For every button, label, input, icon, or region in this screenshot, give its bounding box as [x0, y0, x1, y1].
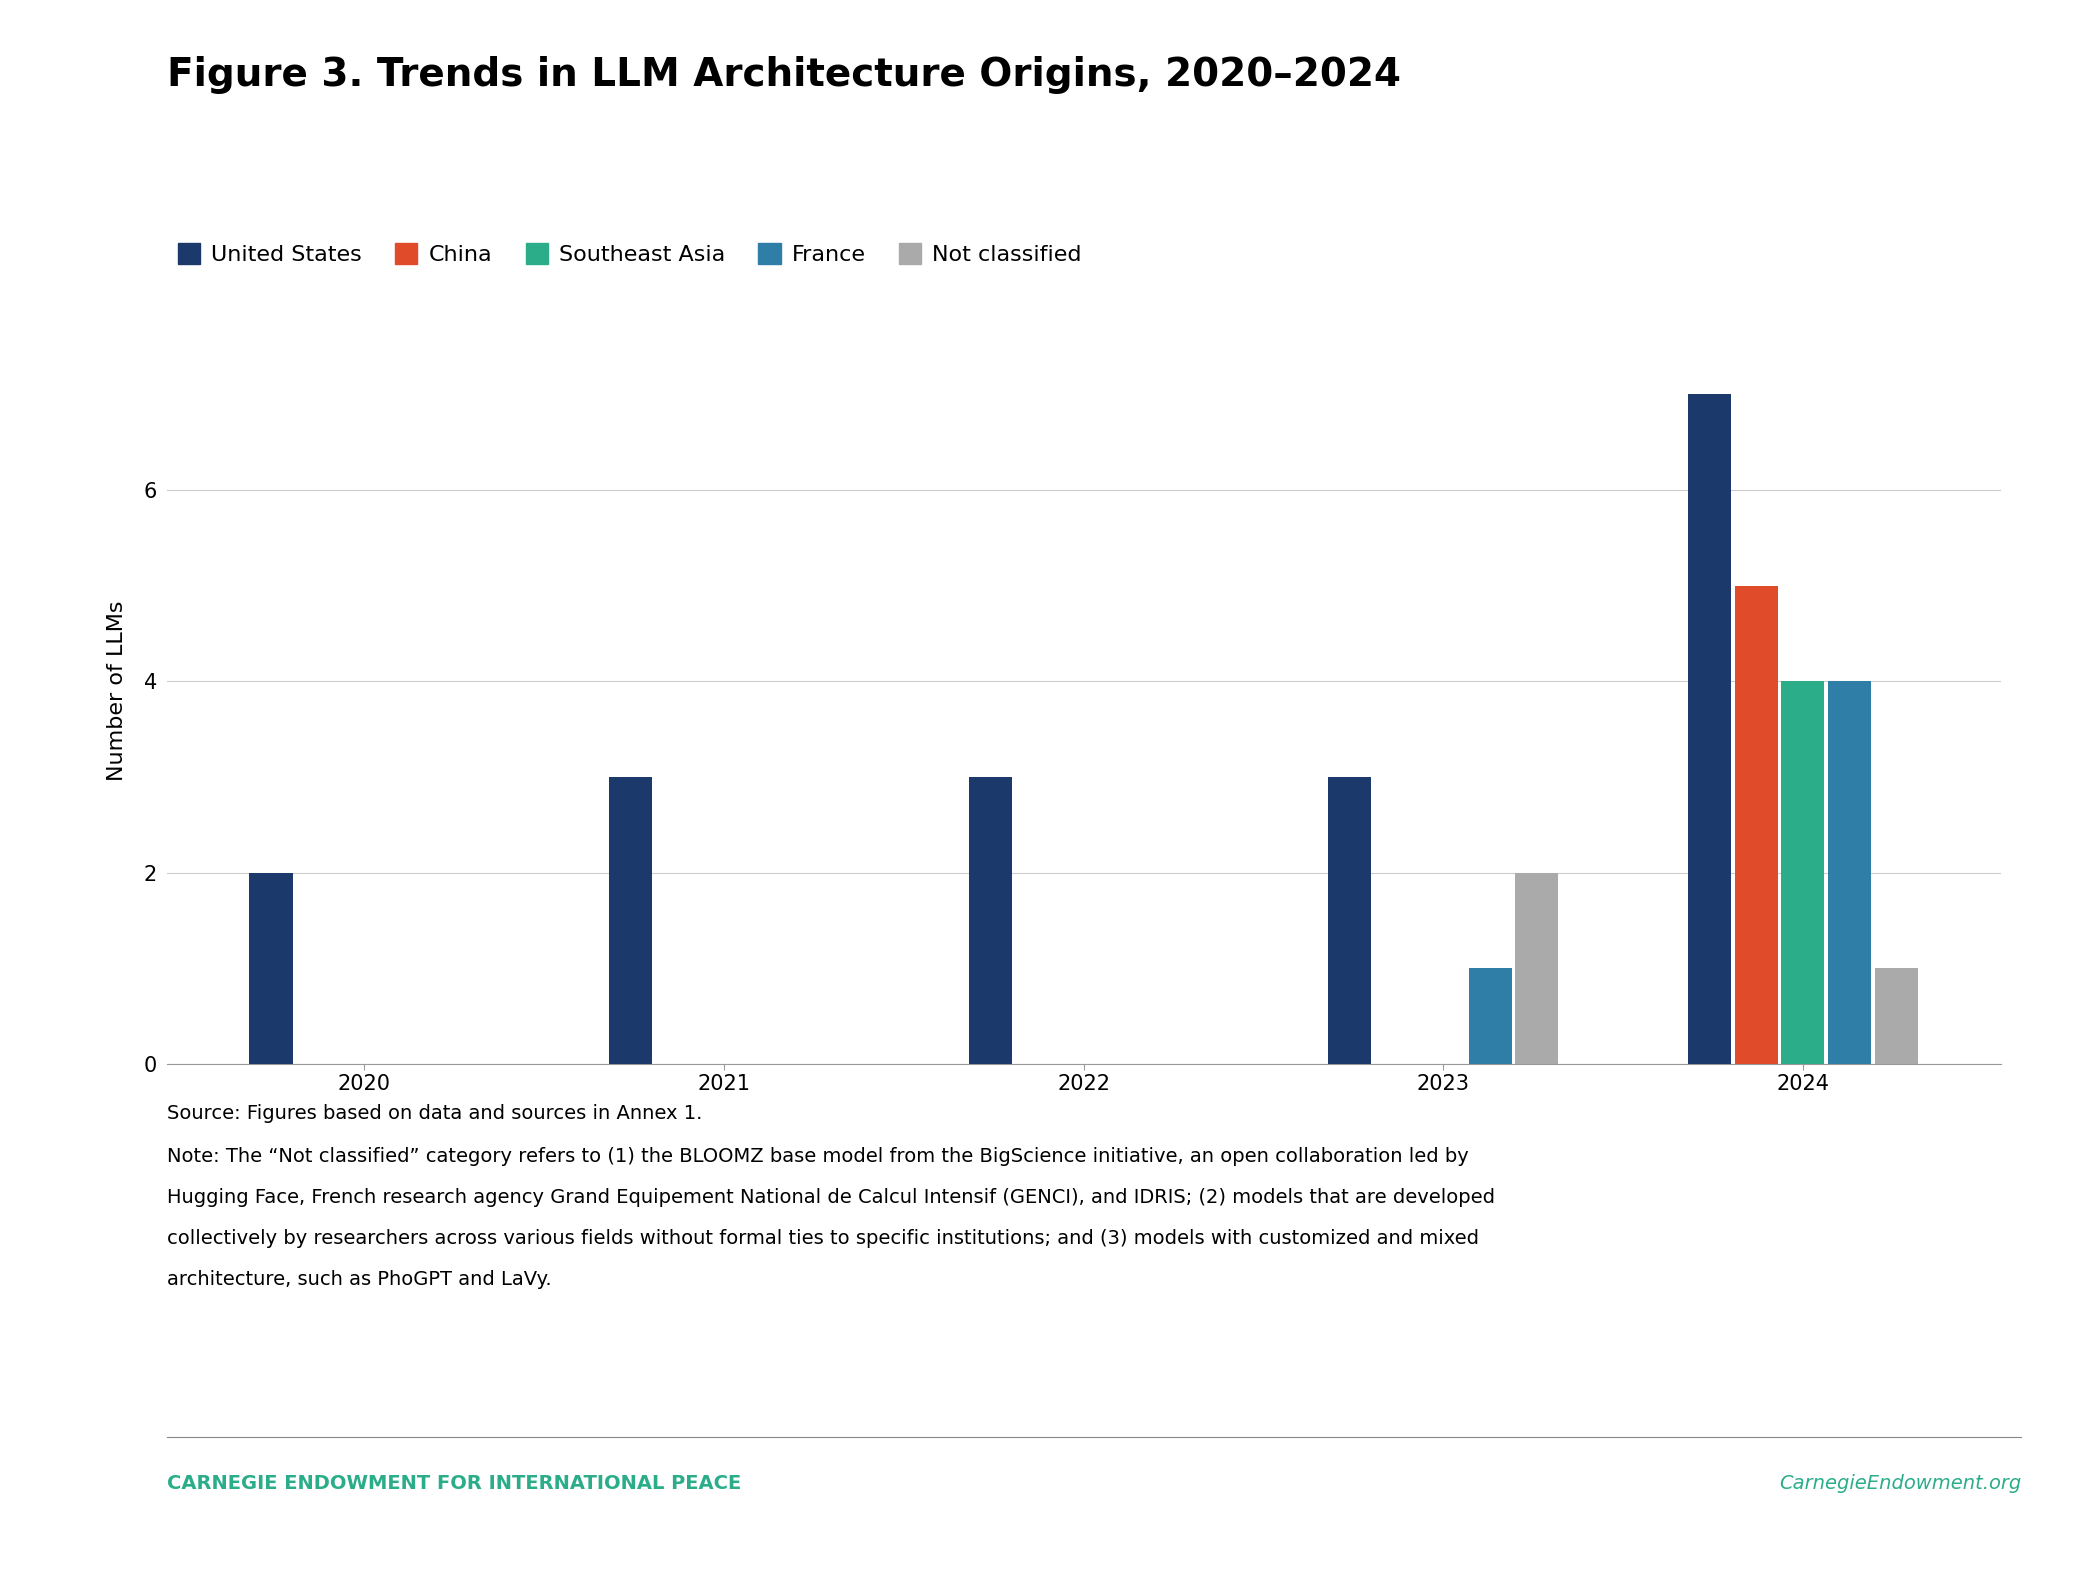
- Text: Hugging Face, French research agency Grand Equipement National de Calcul Intensi: Hugging Face, French research agency Gra…: [167, 1188, 1494, 1207]
- Bar: [1782, 681, 1824, 1064]
- Y-axis label: Number of LLMs: Number of LLMs: [106, 600, 127, 781]
- Text: collectively by researchers across various fields without formal ties to specifi: collectively by researchers across vario…: [167, 1229, 1480, 1248]
- Bar: [1688, 394, 1732, 1064]
- Text: CarnegieEndowment.org: CarnegieEndowment.org: [1780, 1474, 2021, 1493]
- Bar: [1734, 586, 1778, 1064]
- Bar: [1515, 872, 1559, 1064]
- Bar: [250, 872, 292, 1064]
- Text: Note: The “Not classified” category refers to (1) the BLOOMZ base model from the: Note: The “Not classified” category refe…: [167, 1147, 1469, 1166]
- Bar: [1876, 969, 1917, 1064]
- Bar: [1328, 777, 1371, 1064]
- Bar: [1828, 681, 1871, 1064]
- Bar: [1469, 969, 1511, 1064]
- Text: Source: Figures based on data and sources in Annex 1.: Source: Figures based on data and source…: [167, 1104, 702, 1123]
- Bar: [609, 777, 652, 1064]
- Text: Figure 3. Trends in LLM Architecture Origins, 2020–2024: Figure 3. Trends in LLM Architecture Ori…: [167, 56, 1400, 94]
- Text: architecture, such as PhoGPT and LaVy.: architecture, such as PhoGPT and LaVy.: [167, 1270, 552, 1289]
- Legend: United States, China, Southeast Asia, France, Not classified: United States, China, Southeast Asia, Fr…: [177, 243, 1082, 265]
- Text: CARNEGIE ENDOWMENT FOR INTERNATIONAL PEACE: CARNEGIE ENDOWMENT FOR INTERNATIONAL PEA…: [167, 1474, 742, 1493]
- Bar: [969, 777, 1011, 1064]
